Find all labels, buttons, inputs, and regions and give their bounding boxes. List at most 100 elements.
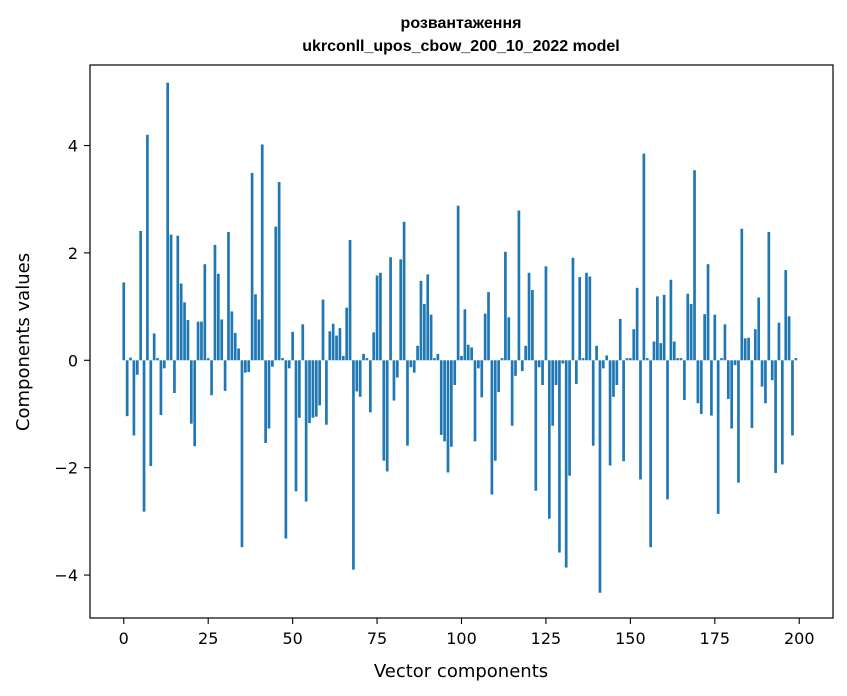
bar (345, 307, 349, 361)
bar (460, 356, 463, 361)
bar (517, 210, 521, 361)
bar (385, 360, 389, 472)
bar (780, 360, 784, 465)
x-tick-label: 175 (700, 629, 731, 648)
bar (135, 360, 139, 375)
y-tick-label: −4 (54, 566, 78, 585)
bar (774, 360, 777, 474)
bar (257, 319, 261, 361)
bar (196, 321, 200, 361)
bar (703, 314, 707, 361)
bar (669, 279, 673, 361)
bar (578, 277, 582, 361)
bar (308, 360, 311, 424)
bar (287, 360, 291, 369)
bar (254, 294, 257, 361)
bar (500, 358, 504, 361)
bar (770, 360, 774, 381)
bar (571, 257, 575, 361)
bar (537, 360, 541, 368)
x-tick-label: 100 (446, 629, 477, 648)
bar (564, 360, 568, 568)
bar (132, 360, 136, 436)
bar (389, 257, 392, 361)
bar (601, 360, 605, 369)
bar (747, 337, 750, 361)
bar (608, 360, 612, 466)
bar (362, 353, 365, 361)
bar (591, 360, 595, 446)
x-tick-label: 50 (282, 629, 302, 648)
bar (416, 345, 419, 361)
bar (585, 272, 588, 361)
bar (220, 319, 224, 361)
bar (439, 360, 443, 435)
bar (679, 358, 683, 361)
bar (260, 144, 264, 361)
bar (314, 360, 318, 417)
bar (554, 360, 558, 385)
bar (757, 297, 761, 361)
bar (561, 360, 565, 364)
y-tick-label: −2 (54, 459, 78, 478)
bar (598, 360, 602, 593)
bar (402, 221, 406, 361)
bar (507, 317, 511, 361)
bar (743, 338, 747, 361)
bar (379, 272, 382, 361)
bar (699, 360, 703, 414)
bar (713, 314, 717, 361)
y-tick-label: 4 (68, 137, 78, 156)
bar (483, 313, 487, 361)
y-axis-ticks: −4 −2 0 2 4 (54, 137, 90, 585)
bar (750, 360, 754, 428)
bar (267, 360, 271, 429)
x-tick-label: 0 (119, 629, 129, 648)
bar (520, 360, 524, 372)
bar (493, 360, 497, 461)
bar (223, 360, 227, 391)
bar (159, 360, 163, 416)
bar (588, 276, 592, 361)
bar (463, 309, 467, 361)
bar (156, 358, 159, 361)
bar (318, 360, 321, 406)
bar (139, 230, 143, 361)
bar (423, 303, 426, 361)
bar (466, 344, 470, 361)
x-axis-ticks: 0 25 50 75 100 125 150 175 200 (119, 618, 815, 648)
bar (375, 275, 379, 361)
bar (764, 360, 767, 404)
bar (686, 293, 690, 361)
bar (443, 360, 446, 442)
bar (706, 264, 710, 361)
bar (149, 360, 153, 467)
bar (635, 287, 639, 361)
y-tick-label: 2 (68, 244, 78, 263)
bar (395, 360, 399, 378)
bar (233, 332, 237, 361)
bar (595, 345, 598, 361)
bar (639, 360, 642, 480)
bar (615, 360, 619, 385)
bar (487, 292, 490, 361)
bar (129, 357, 132, 361)
bar (450, 360, 453, 447)
x-axis-label: Vector components (374, 661, 548, 682)
bar (146, 134, 149, 361)
bar (558, 360, 561, 553)
bar (689, 303, 693, 361)
bar (477, 360, 480, 369)
bar (271, 360, 274, 367)
bar (328, 331, 332, 361)
bar (176, 235, 180, 361)
bar (753, 329, 757, 361)
bar (426, 274, 430, 361)
bar (645, 358, 649, 361)
bar (392, 360, 396, 401)
bar (662, 294, 666, 361)
bar (206, 358, 210, 361)
bar (189, 360, 193, 424)
bar (429, 314, 433, 361)
